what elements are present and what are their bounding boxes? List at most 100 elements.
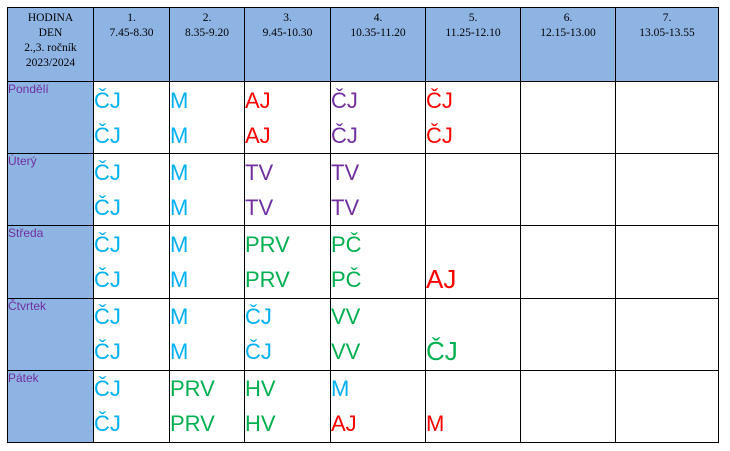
period-header-2: 2. 8.35-9.20: [169, 7, 245, 82]
period-time: 8.35-9.20: [184, 27, 230, 39]
subject-first-half: ČJ: [94, 304, 121, 330]
lesson-cell-period-4: ČJ ČJ: [330, 80, 426, 155]
timetable: HODINA DEN 2.,3. ročník 2023/2024 1. 7.45…: [7, 7, 719, 444]
subject-first-half: ČJ: [426, 87, 453, 113]
lesson-cell-period-3: AJ AJ: [244, 80, 331, 155]
lesson-cell-period-6: [520, 225, 616, 299]
subject-first-half: ČJ: [94, 376, 121, 402]
subject-second-half: ČJ: [331, 122, 358, 148]
subject-first-half: [616, 83, 718, 118]
subject-first-half: [426, 299, 520, 334]
period-number: 7.: [662, 12, 672, 24]
subject-second-half: [616, 262, 718, 297]
lesson-cell-period-7: [615, 297, 719, 371]
day-label: Pondělí: [7, 80, 94, 155]
subject-first-half: VV: [331, 304, 361, 330]
subject-first-half: M: [170, 159, 189, 185]
subject-second-half: TV: [245, 194, 274, 220]
lesson-cell-period-1: ČJ ČJ: [93, 225, 170, 299]
subject-first-half: [426, 227, 520, 262]
subject-second-half: [521, 262, 615, 297]
period-header-1: 1. 7.45-8.30: [93, 7, 170, 82]
day-label: Úterý: [7, 153, 94, 227]
subject-first-half: ČJ: [331, 87, 358, 113]
corner-line-den: DEN: [38, 27, 63, 39]
subject-first-half: [521, 227, 615, 262]
subject-second-half: PRV: [170, 411, 215, 437]
day-row-wednesday: Středa ČJ ČJ M M PRV PRV PČ PČ AJ: [7, 225, 719, 299]
period-time: 10.35-11.20: [350, 27, 406, 39]
subject-second-half: [616, 334, 718, 369]
period-header-6: 6. 12.15-13.00: [520, 7, 616, 82]
subject-first-half: [426, 371, 520, 406]
period-number: 1.: [127, 12, 136, 24]
subject-first-half: PRV: [170, 376, 215, 402]
subject-second-half: [616, 190, 718, 225]
subject-second-half: ČJ: [94, 266, 121, 292]
lesson-cell-period-5: M: [425, 369, 521, 444]
subject-first-half: ČJ: [94, 159, 121, 185]
subject-first-half: [616, 155, 718, 190]
lesson-cell-period-4: VV VV: [330, 297, 426, 371]
subject-second-half: ČJ: [94, 339, 121, 365]
day-row-thursday: Čtvrtek ČJ ČJ M M ČJ ČJ VV VV ČJ: [7, 297, 719, 371]
subject-second-half: AJ: [331, 411, 357, 437]
lesson-cell-period-1: ČJ ČJ: [93, 153, 170, 227]
lesson-cell-period-4: M AJ: [330, 369, 426, 444]
period-number: 2.: [202, 12, 212, 24]
period-header-3: 3. 9.45-10.30: [244, 7, 331, 82]
subject-first-half: PRV: [245, 231, 290, 257]
subject-second-half: M: [170, 339, 189, 365]
subject-second-half: AJ: [245, 122, 271, 148]
subject-second-half: ČJ: [426, 122, 453, 148]
subject-first-half: [521, 155, 615, 190]
lesson-cell-period-3: ČJ ČJ: [244, 297, 331, 371]
lesson-cell-period-7: [615, 153, 719, 227]
subject-first-half: M: [331, 376, 350, 402]
subject-first-half: ČJ: [94, 231, 121, 257]
corner-line-hodina: HODINA: [27, 12, 74, 24]
subject-first-half: [616, 371, 718, 406]
subject-second-half: VV: [331, 339, 361, 365]
subject-second-half: [426, 190, 520, 225]
period-number: 6.: [563, 12, 573, 24]
subject-second-half: ČJ: [245, 339, 272, 365]
subject-second-half: M: [170, 194, 189, 220]
subject-first-half: [616, 299, 718, 334]
lesson-cell-period-6: [520, 153, 616, 227]
subject-second-half: PČ: [331, 266, 362, 292]
subject-first-half: [521, 299, 615, 334]
subject-second-half: HV: [245, 411, 276, 437]
period-time: 12.15-13.00: [540, 27, 596, 39]
subject-first-half: ČJ: [94, 87, 121, 113]
subject-first-half: HV: [245, 376, 276, 402]
subject-first-half: M: [170, 87, 189, 113]
corner-header: HODINA DEN 2.,3. ročník 2023/2024: [7, 7, 94, 82]
lesson-cell-period-4: TV TV: [330, 153, 426, 227]
corner-line-grade: 2.,3. ročník: [24, 42, 77, 54]
subject-first-half: TV: [245, 159, 274, 185]
lesson-cell-period-5: ČJ: [425, 297, 521, 371]
subject-second-half: [521, 334, 615, 369]
day-label: Čtvrtek: [7, 297, 94, 371]
subject-first-half: ČJ: [245, 304, 272, 330]
period-number: 3.: [283, 12, 292, 24]
subject-first-half: [616, 227, 718, 262]
subject-second-half: ČJ: [94, 411, 121, 437]
day-label: Pátek: [7, 369, 94, 444]
subject-second-half: [521, 406, 615, 441]
lesson-cell-period-5: [425, 153, 521, 227]
subject-first-half: M: [170, 231, 189, 257]
subject-second-half: TV: [331, 194, 360, 220]
period-time: 9.45-10.30: [262, 27, 313, 39]
lesson-cell-period-5: AJ: [425, 225, 521, 299]
period-time: 11.25-12.10: [445, 27, 501, 39]
lesson-cell-period-4: PČ PČ: [330, 225, 426, 299]
lesson-cell-period-3: TV TV: [244, 153, 331, 227]
period-header-7: 7. 13.05-13.55: [615, 7, 719, 82]
period-header-4: 4. 10.35-11.20: [330, 7, 426, 82]
subject-second-half: [521, 190, 615, 225]
subject-second-half: M: [170, 122, 189, 148]
subject-second-half: AJ: [426, 263, 457, 294]
subject-first-half: PČ: [331, 231, 362, 257]
